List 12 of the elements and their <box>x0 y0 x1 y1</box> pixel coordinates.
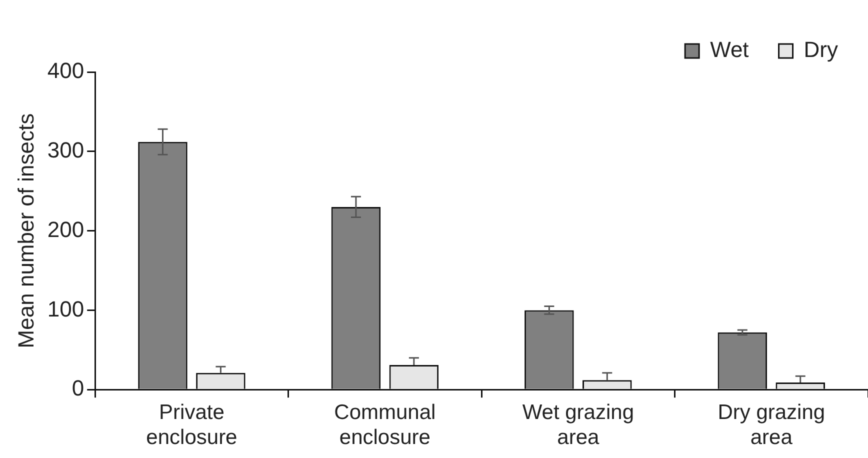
y-tick-label: 100 <box>47 296 84 322</box>
x-tick-label: Wet grazing area <box>522 400 634 450</box>
y-tick-label: 400 <box>47 58 84 84</box>
x-tick-label: Private enclosure <box>146 400 238 450</box>
legend-label: Dry <box>804 37 838 62</box>
y-tick-label: 300 <box>47 137 84 162</box>
legend-label: Wet <box>710 37 749 62</box>
x-tick-label: Dry grazing area <box>718 400 826 450</box>
x-tick-label: Communal enclosure <box>334 400 436 450</box>
y-tick-label: 0 <box>72 376 84 401</box>
y-axis-title: Mean number of insects <box>13 113 38 348</box>
y-tick-label: 200 <box>47 216 84 242</box>
